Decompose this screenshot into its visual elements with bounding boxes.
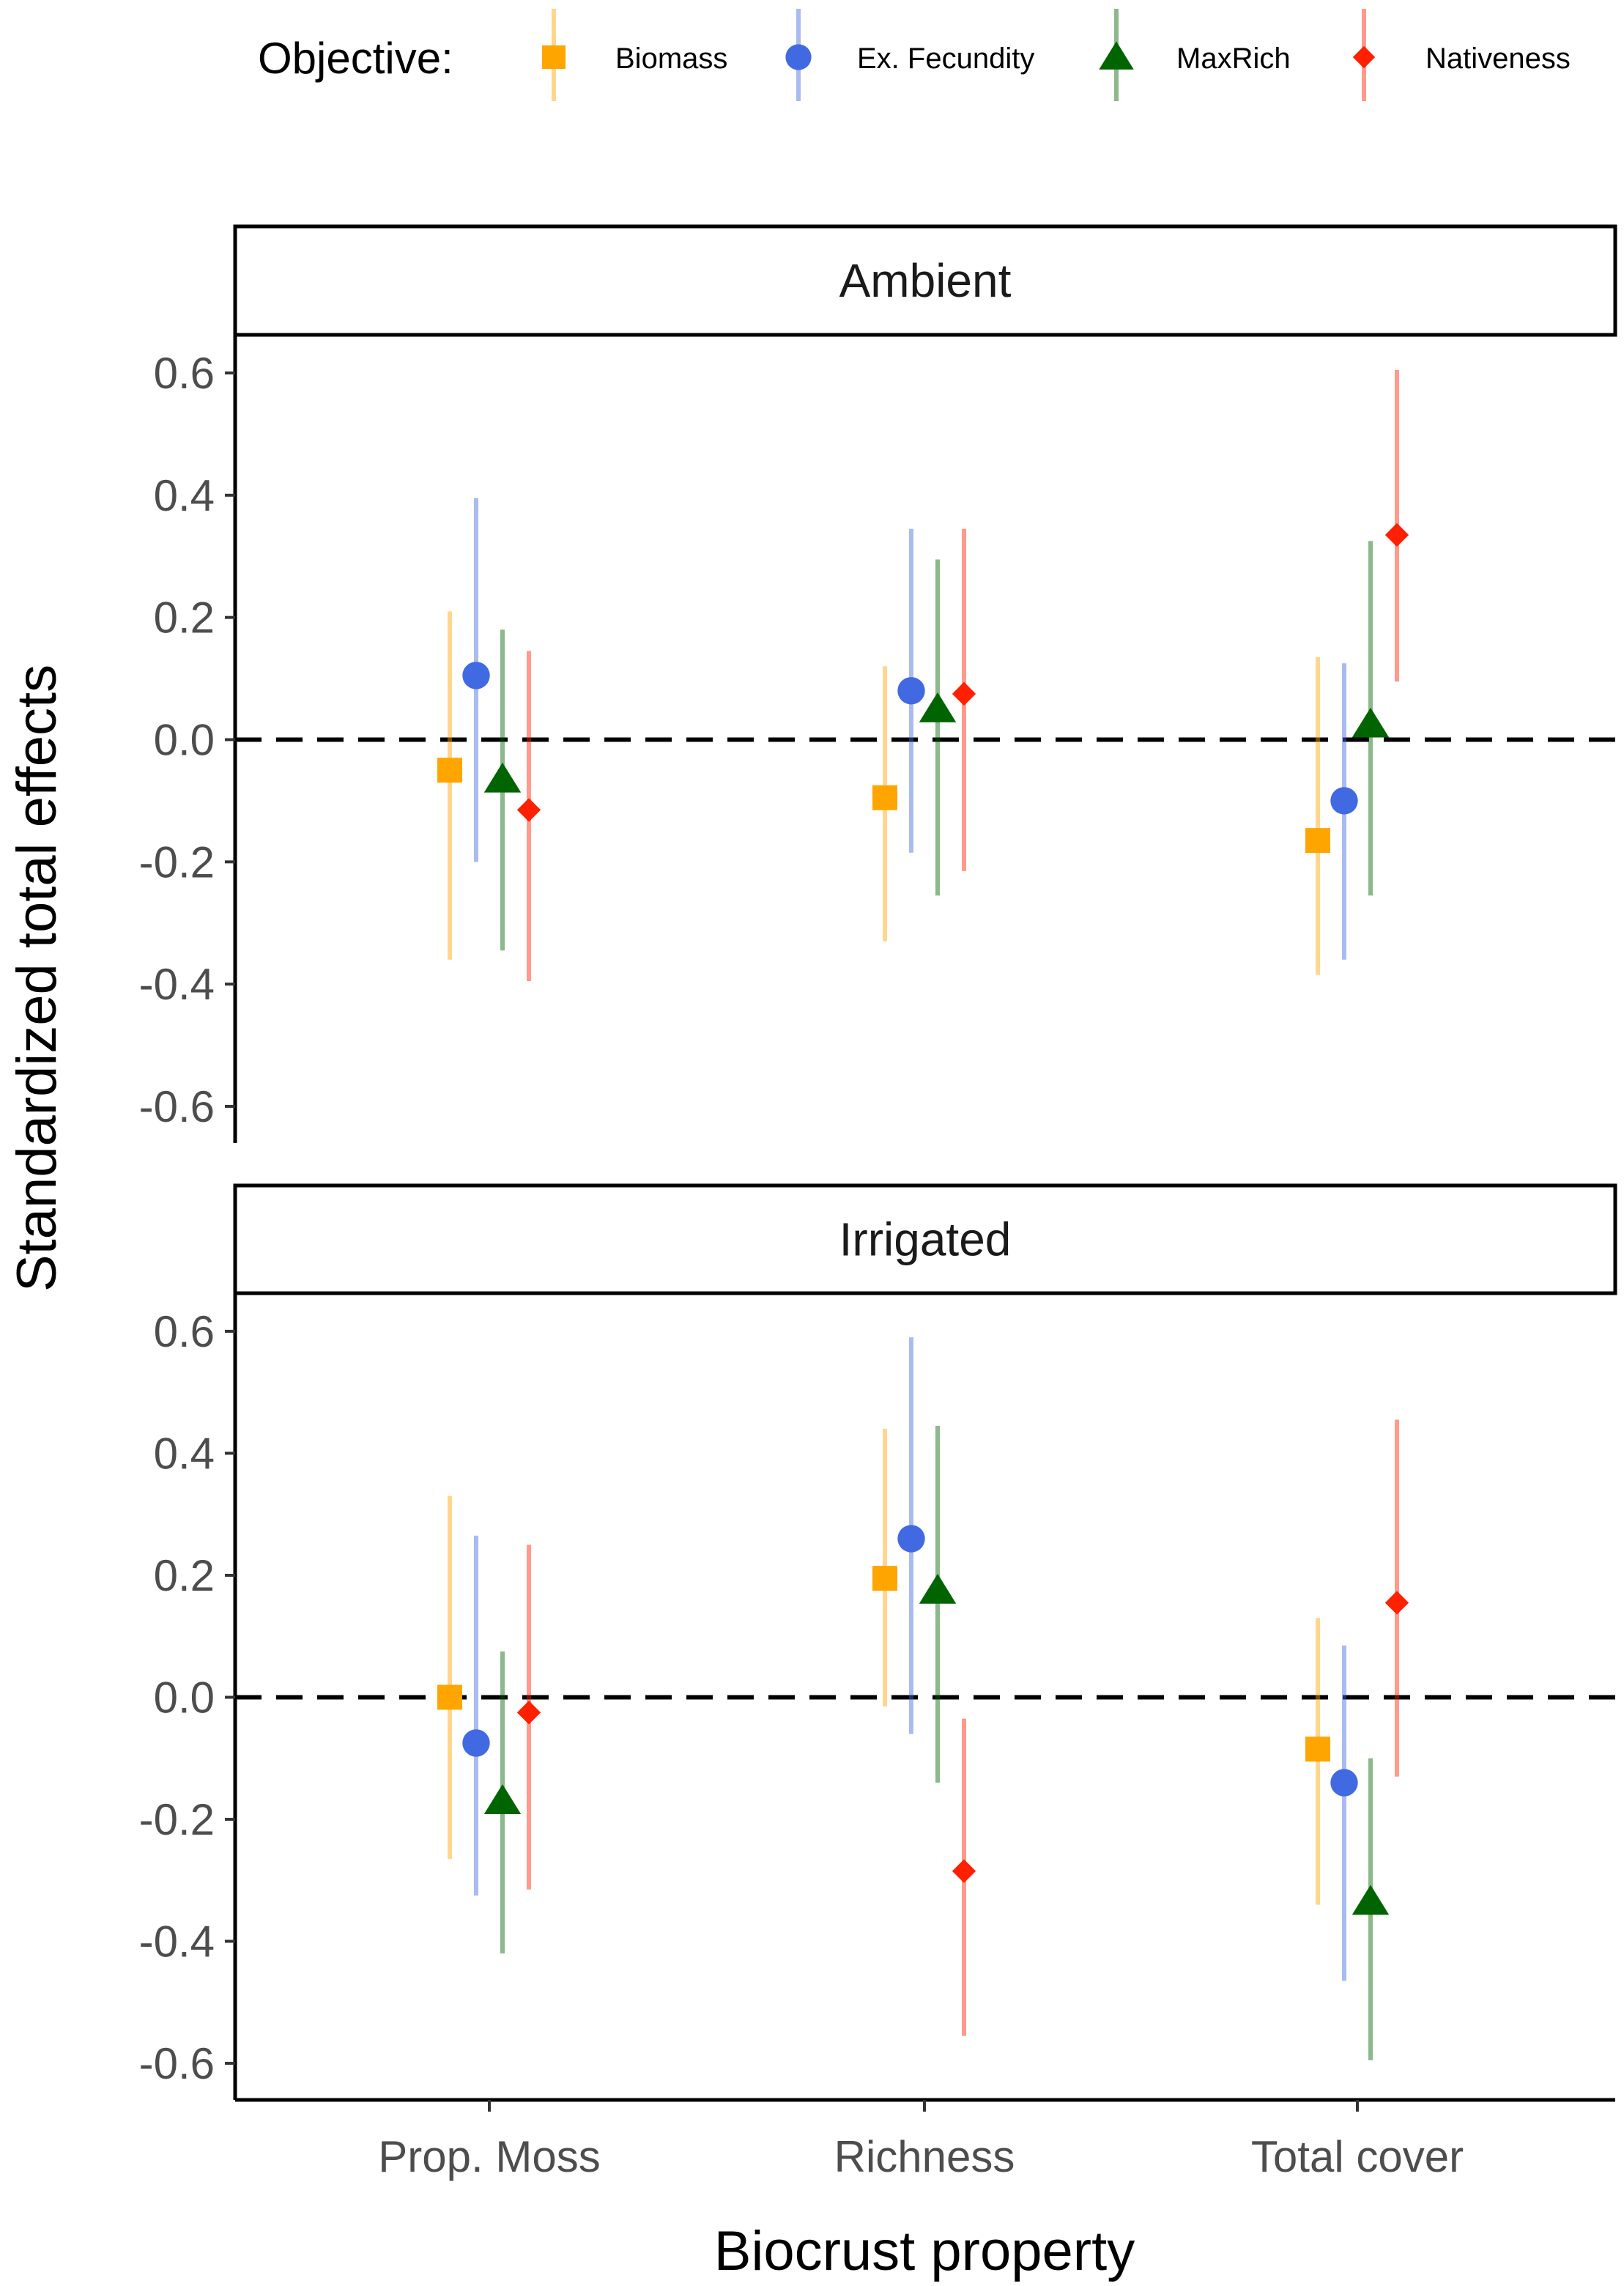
series-maxrich xyxy=(483,541,1390,951)
point-ex-fecundity-prop-moss xyxy=(462,662,490,689)
y-tick-label: -0.6 xyxy=(139,1082,215,1131)
x-axis-title: Biocrust property xyxy=(714,2220,1135,2282)
legend-label-nativeness: Nativeness xyxy=(1425,42,1571,75)
legend-item-ex-fecundity: Ex. Fecundity xyxy=(785,9,1034,101)
x-tick-label-richness: Richness xyxy=(834,2132,1015,2181)
strip-box xyxy=(233,1183,1617,1295)
series-biomass xyxy=(437,611,1330,975)
legend-title: Objective: xyxy=(258,34,453,83)
point-ex-fecundity-richness xyxy=(897,677,925,705)
point-biomass-richness xyxy=(872,785,897,810)
y-tick-label: 0.6 xyxy=(154,349,215,398)
point-biomass-total-cover xyxy=(1305,828,1330,854)
point-biomass-richness xyxy=(872,1566,897,1591)
point-nativeness-richness xyxy=(952,1859,976,1883)
legend-key-triangle xyxy=(1099,41,1134,70)
series-ex-fecundity xyxy=(462,498,1358,960)
y-tick-label: 0.2 xyxy=(154,1551,215,1600)
y-tick-label: 0.2 xyxy=(154,593,215,643)
panel-ambient: Ambient -0.6 -0.4 -0.2 0.0 0.2 0.4 0.6 xyxy=(139,224,1617,1143)
y-tick-label: 0.6 xyxy=(154,1307,215,1356)
legend-item-maxrich: MaxRich xyxy=(1099,9,1291,101)
legend-item-nativeness: Nativeness xyxy=(1352,9,1571,101)
panels: Ambient-0.6-0.4-0.20.00.20.40.6Irrigated… xyxy=(139,224,1617,2102)
y-tick-label: 0.0 xyxy=(154,1673,215,1723)
legend-item-biomass: Biomass xyxy=(542,9,727,101)
point-nativeness-total-cover xyxy=(1384,522,1409,547)
y-axis-title: Standardized total effects xyxy=(6,665,68,1292)
strip-label: Ambient xyxy=(839,254,1012,307)
y-tick-label: -0.6 xyxy=(139,2039,215,2088)
y-tick-label: 0.4 xyxy=(154,1429,215,1478)
series-biomass xyxy=(437,1429,1330,1905)
legend-label-maxrich: MaxRich xyxy=(1176,42,1291,75)
x-axis: Prop. Moss Richness Total cover xyxy=(378,2100,1464,2181)
point-ex-fecundity-total-cover xyxy=(1330,1769,1358,1797)
y-tick-label: -0.4 xyxy=(139,1917,215,1967)
point-biomass-total-cover xyxy=(1305,1736,1330,1762)
series-nativeness xyxy=(516,1419,1409,2036)
y-tick-label: -0.2 xyxy=(139,1795,215,1844)
point-biomass-prop-moss xyxy=(437,1684,462,1710)
point-nativeness-richness xyxy=(952,681,976,706)
point-maxrich-prop-moss xyxy=(483,1784,522,1814)
legend-key-diamond xyxy=(1352,45,1376,69)
point-maxrich-total-cover xyxy=(1352,1884,1390,1915)
y-tick-label: -0.2 xyxy=(139,837,215,887)
point-maxrich-richness xyxy=(919,692,957,722)
point-nativeness-prop-moss xyxy=(516,1701,541,1725)
point-maxrich-richness xyxy=(919,1573,957,1604)
x-tick-label-total-cover: Total cover xyxy=(1251,2132,1464,2181)
point-maxrich-prop-moss xyxy=(483,762,522,793)
series-ex-fecundity xyxy=(462,1337,1358,1981)
point-ex-fecundity-richness xyxy=(897,1525,925,1553)
legend-label-ex-fecundity: Ex. Fecundity xyxy=(857,42,1034,75)
panel-irrigated: Irrigated -0.6 -0.4 -0.2 0.0 0.2 0.4 0.6 xyxy=(139,1183,1617,2102)
y-tick-label: 0.0 xyxy=(154,716,215,765)
point-ex-fecundity-prop-moss xyxy=(462,1729,490,1757)
legend-key-circle xyxy=(785,44,812,70)
legend-key-square xyxy=(542,45,566,69)
x-tick-label-prop-moss: Prop. Moss xyxy=(378,2132,600,2181)
series-maxrich xyxy=(483,1426,1390,2060)
strip-label: Irrigated xyxy=(839,1213,1012,1266)
point-maxrich-total-cover xyxy=(1352,707,1390,738)
legend-label-biomass: Biomass xyxy=(615,42,727,75)
point-nativeness-total-cover xyxy=(1384,1591,1409,1615)
legend: Objective: Biomass Ex. Fecundity MaxRich Na… xyxy=(258,9,1571,101)
point-biomass-prop-moss xyxy=(437,758,462,783)
strip-box xyxy=(233,224,1617,337)
y-tick-label: 0.4 xyxy=(154,471,215,520)
y-tick-label: -0.4 xyxy=(139,960,215,1009)
point-ex-fecundity-total-cover xyxy=(1330,787,1358,815)
series-nativeness xyxy=(516,369,1409,981)
point-nativeness-prop-moss xyxy=(516,798,541,822)
